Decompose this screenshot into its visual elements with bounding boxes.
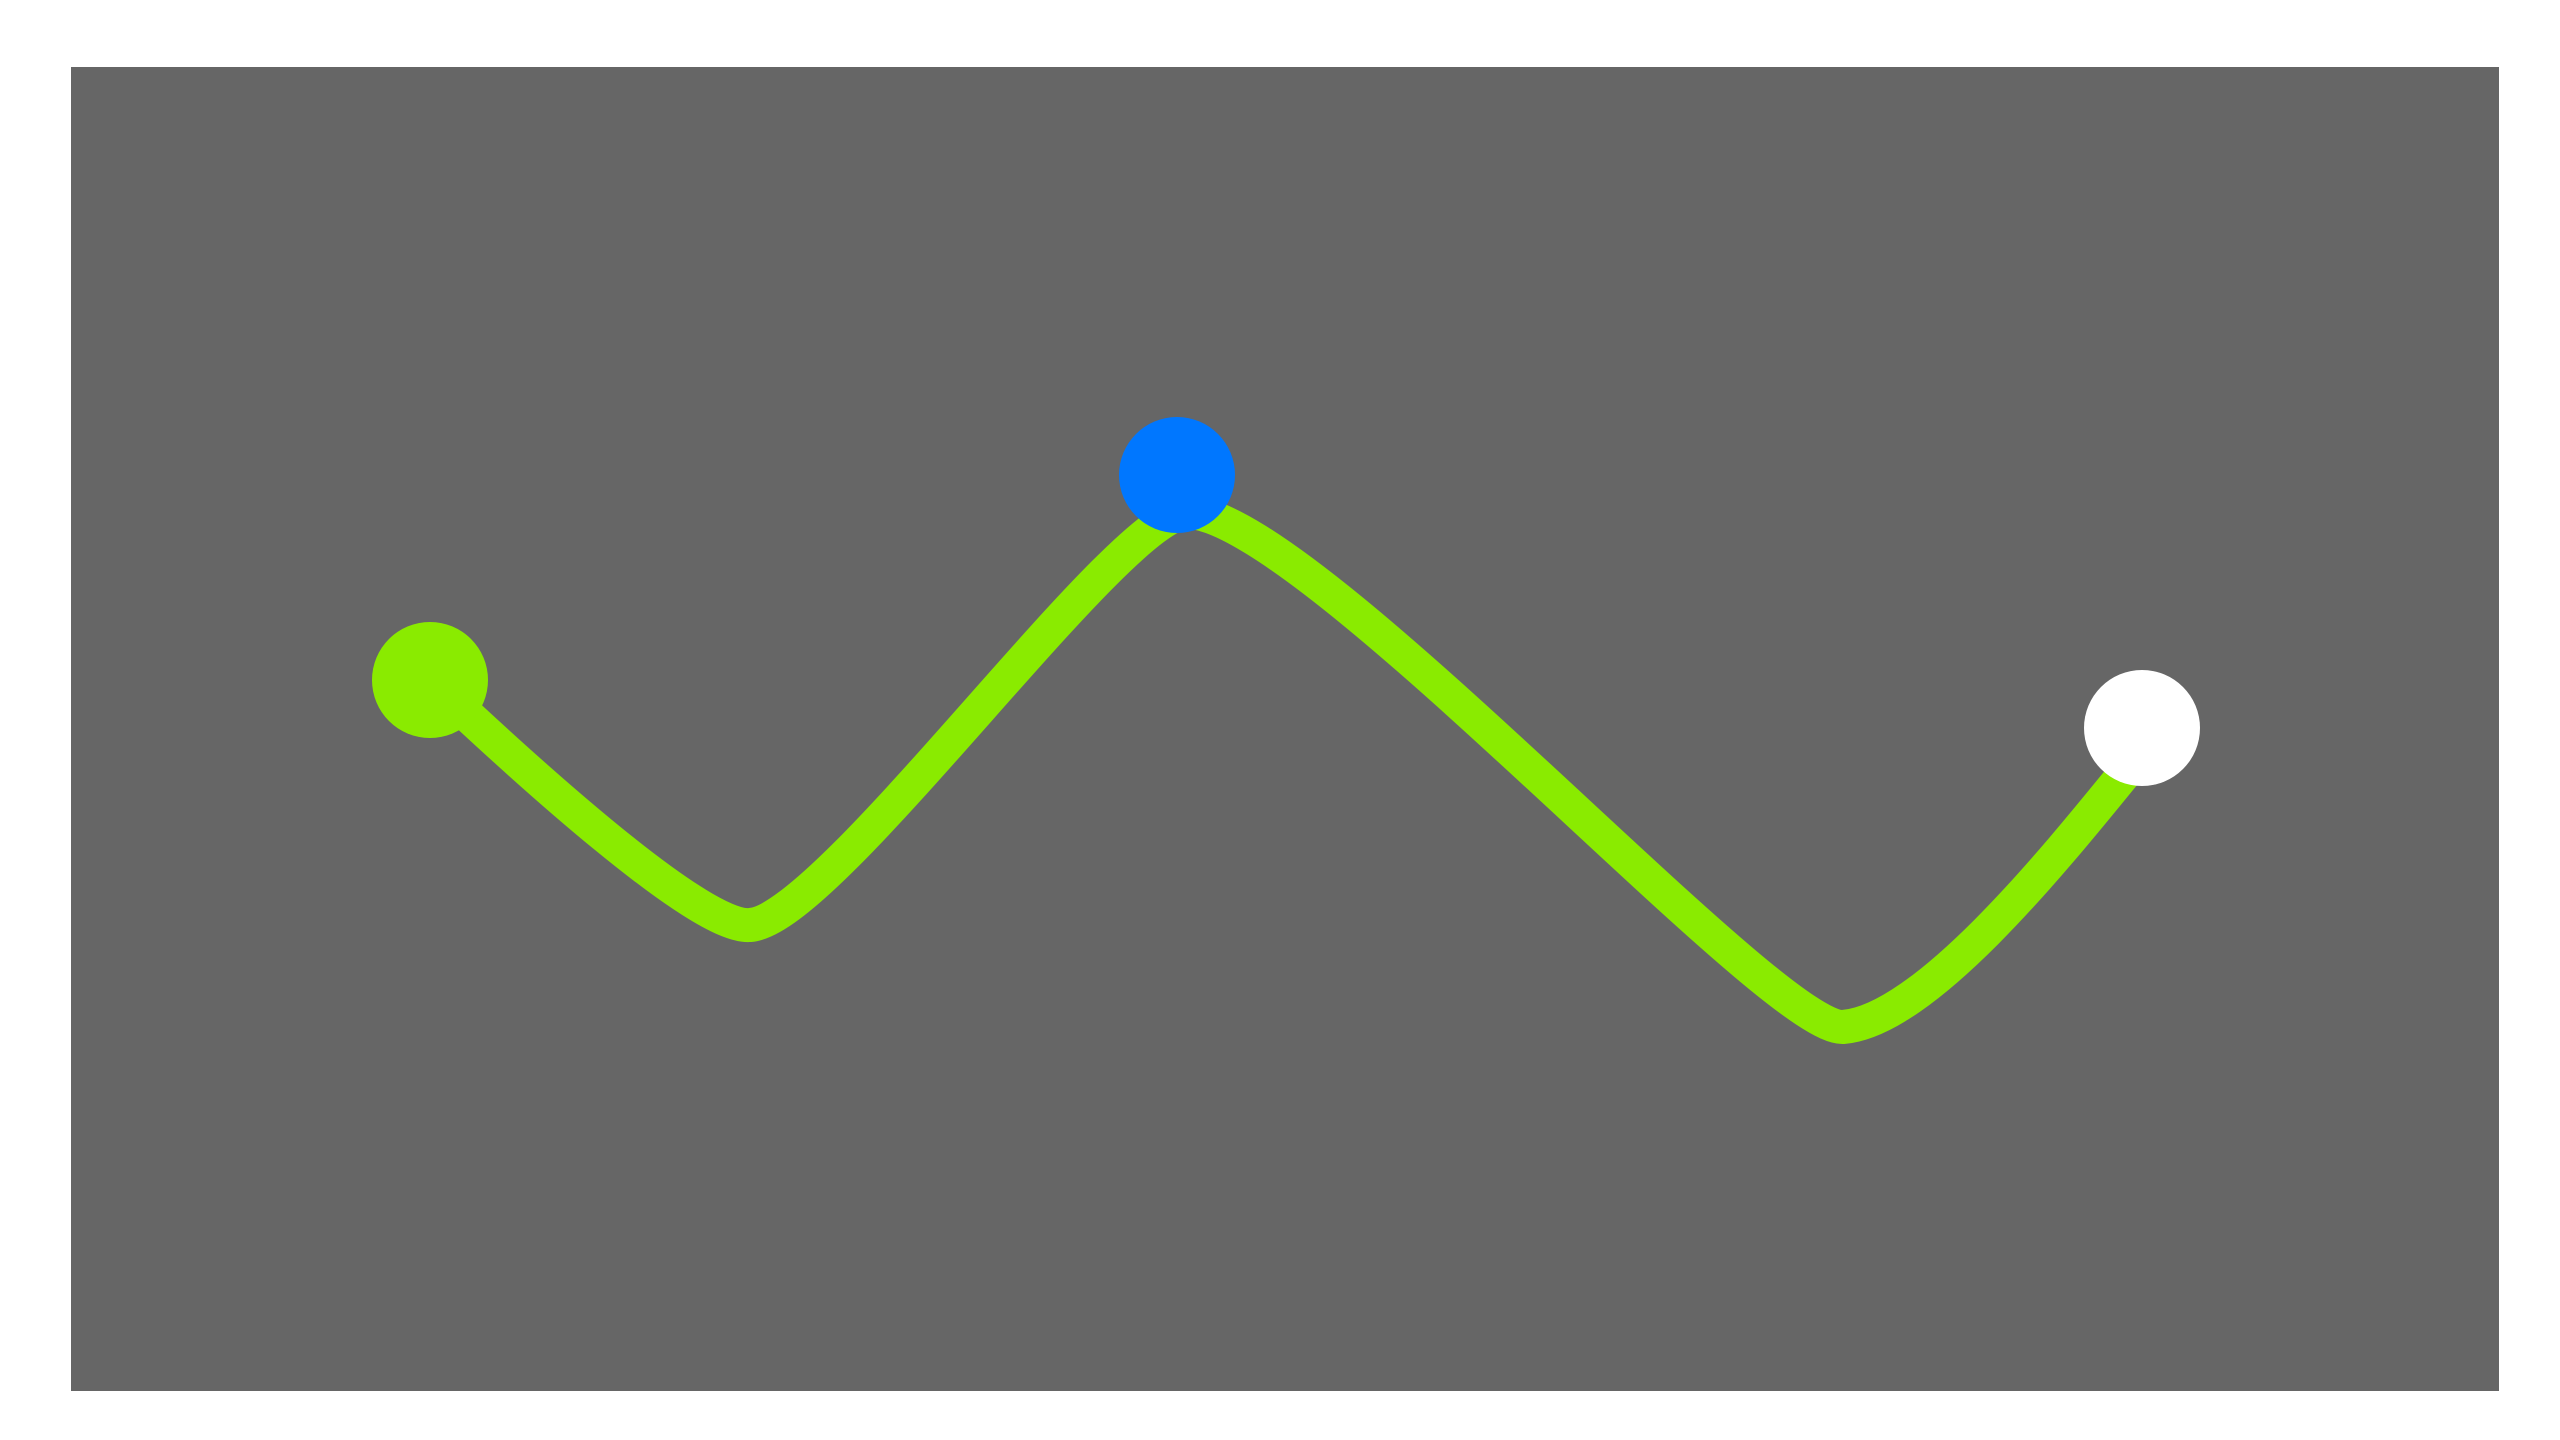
waypoint-marker[interactable] [1119,417,1235,533]
end-point-marker[interactable] [2084,670,2200,786]
start-point-marker[interactable] [372,622,488,738]
